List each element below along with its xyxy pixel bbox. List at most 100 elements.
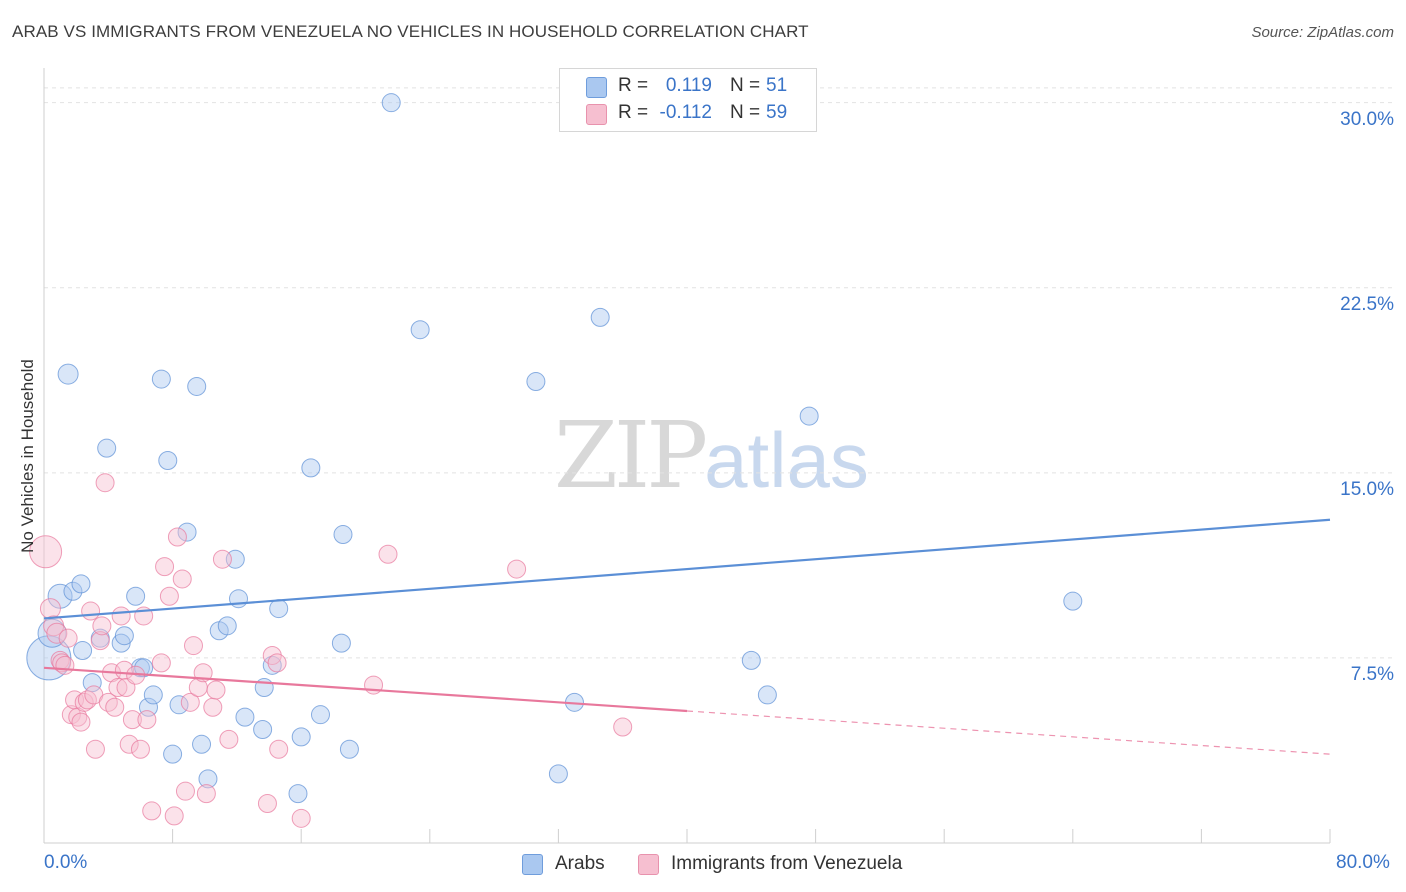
- legend-swatch-venezuela: [586, 104, 607, 125]
- legend-n-label: N =: [730, 75, 761, 96]
- legend-r-value: 0.119: [665, 75, 712, 96]
- point-arabs: [526, 372, 546, 392]
- point-venezuela: [196, 784, 216, 804]
- point-arabs: [187, 376, 207, 396]
- point-venezuela: [613, 717, 633, 737]
- trend-lines: [43, 518, 1331, 755]
- point-arabs: [63, 581, 83, 601]
- point-venezuela: [39, 598, 61, 620]
- correlation-legend: R = 0.119 N = 51 R = -0.112 N = 59: [559, 68, 817, 132]
- point-arabs: [799, 406, 819, 426]
- legend-label-arabs: Arabs: [555, 853, 605, 874]
- point-arabs: [114, 626, 134, 646]
- point-arabs: [82, 673, 102, 693]
- point-venezuela: [92, 616, 112, 636]
- point-arabs: [339, 739, 359, 759]
- point-arabs: [158, 451, 178, 470]
- point-arabs: [741, 650, 761, 670]
- y-tick-label: 22.5%: [1340, 293, 1394, 315]
- point-venezuela: [175, 781, 195, 801]
- point-arabs: [310, 705, 330, 725]
- watermark: ZIPatlas: [554, 402, 869, 509]
- point-arabs: [73, 641, 93, 661]
- point-arabs: [381, 93, 401, 113]
- point-venezuela: [58, 628, 78, 648]
- legend-r-label: R =: [618, 102, 649, 123]
- point-venezuela: [212, 549, 232, 569]
- data-points: [26, 93, 1083, 828]
- point-venezuela: [137, 710, 157, 730]
- legend-row-venezuela: R = -0.112 N = 59: [560, 101, 816, 127]
- chart-title: ARAB VS IMMIGRANTS FROM VENEZUELA NO VEH…: [12, 22, 809, 41]
- point-venezuela: [90, 631, 110, 651]
- watermark-zip: ZIP: [554, 402, 708, 509]
- point-arabs: [288, 784, 308, 804]
- point-venezuela: [29, 535, 63, 569]
- point-venezuela: [95, 473, 115, 493]
- point-venezuela: [130, 739, 150, 759]
- point-venezuela: [507, 559, 527, 579]
- point-venezuela: [77, 690, 97, 710]
- legend-n-value: 51: [766, 75, 788, 96]
- point-venezuela: [167, 527, 187, 547]
- point-venezuela: [159, 586, 179, 606]
- point-arabs: [253, 719, 273, 739]
- legend-r-value: -0.112: [659, 102, 712, 123]
- point-venezuela: [257, 794, 277, 814]
- point-venezuela: [267, 653, 287, 673]
- legend-swatch-arabs: [586, 77, 607, 98]
- point-venezuela: [119, 734, 139, 754]
- point-arabs: [134, 658, 154, 678]
- point-venezuela: [206, 680, 226, 700]
- point-arabs: [192, 734, 212, 754]
- point-venezuela: [105, 697, 125, 717]
- point-arabs: [71, 574, 91, 594]
- point-arabs: [126, 586, 146, 606]
- point-venezuela: [155, 557, 175, 577]
- point-arabs: [291, 727, 311, 747]
- legend-r-label: R =: [618, 75, 649, 96]
- legend-swatch-arabs: [522, 854, 543, 875]
- point-arabs: [177, 522, 197, 542]
- grid-lines: [44, 87, 1394, 659]
- point-venezuela: [172, 569, 192, 589]
- trend-line-venezuela: [43, 666, 688, 713]
- point-arabs: [217, 616, 237, 636]
- legend-n-label: N =: [730, 102, 761, 123]
- x-tick-label-max: 80.0%: [1336, 852, 1390, 873]
- legend-label-venezuela: Immigrants from Venezuela: [671, 853, 903, 874]
- point-venezuela: [291, 808, 311, 828]
- point-arabs: [57, 363, 79, 385]
- point-venezuela: [98, 692, 118, 712]
- point-arabs: [301, 458, 321, 478]
- axes: [43, 68, 1331, 844]
- point-venezuela: [219, 729, 239, 749]
- point-venezuela: [111, 606, 131, 626]
- point-arabs: [235, 707, 255, 727]
- point-venezuela: [85, 739, 105, 759]
- point-venezuela: [180, 692, 200, 712]
- series-legend: Arabs Immigrants from Venezuela: [0, 852, 1406, 878]
- point-venezuela: [74, 692, 94, 712]
- point-venezuela: [122, 710, 142, 730]
- point-venezuela: [52, 653, 72, 673]
- point-venezuela: [108, 678, 128, 698]
- point-arabs: [143, 685, 163, 705]
- trend-line-venezuela-extension: [686, 710, 1331, 755]
- point-venezuela: [183, 636, 203, 656]
- point-arabs: [163, 744, 183, 764]
- y-tick-label: 15.0%: [1340, 478, 1394, 500]
- point-venezuela: [269, 739, 289, 759]
- point-arabs: [269, 599, 289, 619]
- point-venezuela: [71, 712, 91, 732]
- point-arabs: [138, 697, 158, 717]
- point-arabs: [198, 769, 218, 789]
- y-tick-label: 7.5%: [1350, 663, 1394, 685]
- legend-swatch-venezuela: [638, 854, 659, 875]
- point-arabs: [262, 655, 282, 675]
- point-venezuela: [46, 622, 68, 644]
- point-venezuela: [55, 655, 75, 675]
- y-tick-label: 30.0%: [1340, 108, 1394, 130]
- source-label: Source: ZipAtlas.com: [1251, 24, 1394, 41]
